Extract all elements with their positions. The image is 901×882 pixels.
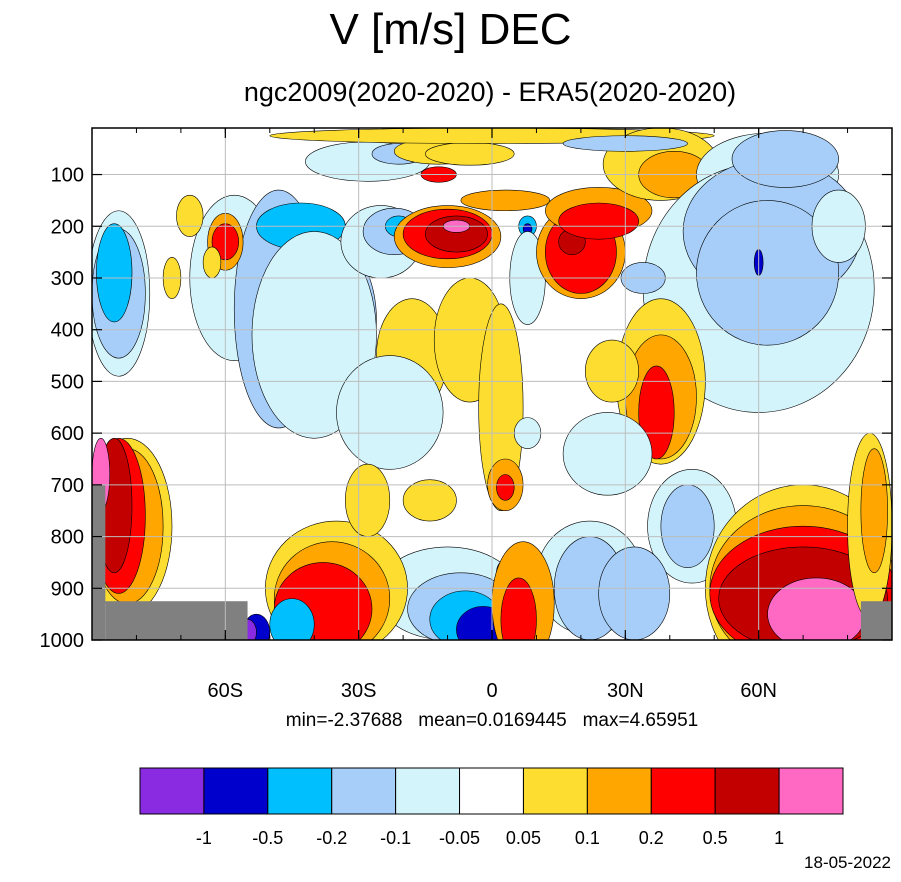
missing-region-2	[860, 601, 892, 640]
date-stamp: 18-05-2022	[804, 853, 891, 872]
colorbar-box-8	[650, 767, 716, 815]
y-tick-label: 800	[51, 527, 84, 549]
contour-region-53	[562, 412, 653, 496]
colorbar: -1 -0.5 -0.2 -0.1 -0.05 0.05 0.1 0.2 0.5 1	[139, 767, 844, 848]
contour-region-15	[176, 194, 204, 237]
chart-subtitle: ngc2009(2020-2020) - ERA5(2020-2020)	[243, 77, 737, 107]
colorbar-box-2	[267, 767, 333, 815]
y-tick-label: 1000	[40, 630, 85, 652]
contour-region-32	[558, 202, 639, 240]
contour-region-88	[202, 246, 222, 279]
missing-region-0	[92, 484, 106, 640]
colorbar-label: -0.2	[316, 828, 347, 848]
missing-data-regions	[92, 484, 892, 640]
contour-region-52	[496, 474, 515, 501]
y-tick-label: 100	[51, 165, 84, 187]
y-tick-label: 700	[51, 475, 84, 497]
contour-region-24	[460, 189, 551, 212]
colorbar-label: -0.5	[252, 828, 283, 848]
colorbar-label: 0.1	[575, 828, 600, 848]
contour-region-22	[425, 215, 488, 253]
colorbar-box-4	[395, 767, 461, 815]
y-tick-label: 200	[51, 216, 84, 238]
contour-region-69	[269, 598, 315, 640]
contour-region-17	[425, 142, 515, 166]
colorbar-label: 0.2	[639, 828, 664, 848]
colorbar-label: 0.05	[506, 828, 541, 848]
x-tick-label: 30S	[341, 680, 377, 702]
x-tick-label: 60S	[208, 680, 244, 702]
colorbar-box-3	[331, 767, 397, 815]
contour-region-50	[478, 303, 524, 512]
contour-region-39	[696, 200, 839, 346]
colorbar-box-1	[203, 767, 269, 815]
contour-region-73	[500, 577, 537, 640]
colorbar-label: 1	[774, 828, 784, 848]
contour-region-75	[402, 479, 457, 522]
colorbar-label: -1	[196, 828, 212, 848]
contour-region-57	[660, 484, 715, 568]
contour-region-47	[585, 339, 639, 403]
contour-region-60	[336, 355, 444, 470]
stats-line: min=-2.37688 mean=0.0169445 max=4.65951	[285, 710, 699, 731]
y-tick-label: 500	[51, 371, 84, 393]
contour-region-40	[731, 130, 839, 188]
y-tick-label: 300	[51, 268, 84, 290]
contour-region-82	[860, 448, 888, 574]
chart-title: V [m/s] DEC	[329, 5, 572, 54]
grid-lines	[92, 128, 892, 640]
colorbar-label: -0.1	[380, 828, 411, 848]
y-tick-label: 600	[51, 423, 84, 445]
x-tick-label: 30N	[607, 680, 644, 702]
colorbar-box-5	[459, 767, 524, 815]
x-tick-label: 60N	[740, 680, 777, 702]
contour-region-2	[96, 223, 133, 323]
y-tick-label: 900	[51, 578, 84, 600]
y-tick-label: 400	[51, 320, 84, 342]
colorbar-box-6	[522, 767, 588, 815]
contour-region-74	[345, 463, 391, 537]
colorbar-box-10	[778, 767, 844, 815]
colorbar-label: 0.5	[703, 828, 728, 848]
contour-region-58	[598, 546, 671, 640]
x-tick-label: 0	[486, 680, 497, 702]
colorbar-box-7	[586, 767, 652, 815]
colorbar-label: -0.05	[439, 828, 480, 848]
colorbar-box-0	[139, 767, 205, 815]
axes: 60S 30S 0 30N 60N 100 200 300 400 500 600 700 800 900…	[40, 128, 892, 702]
missing-region-1	[105, 601, 248, 640]
colorbar-box-9	[714, 767, 780, 815]
